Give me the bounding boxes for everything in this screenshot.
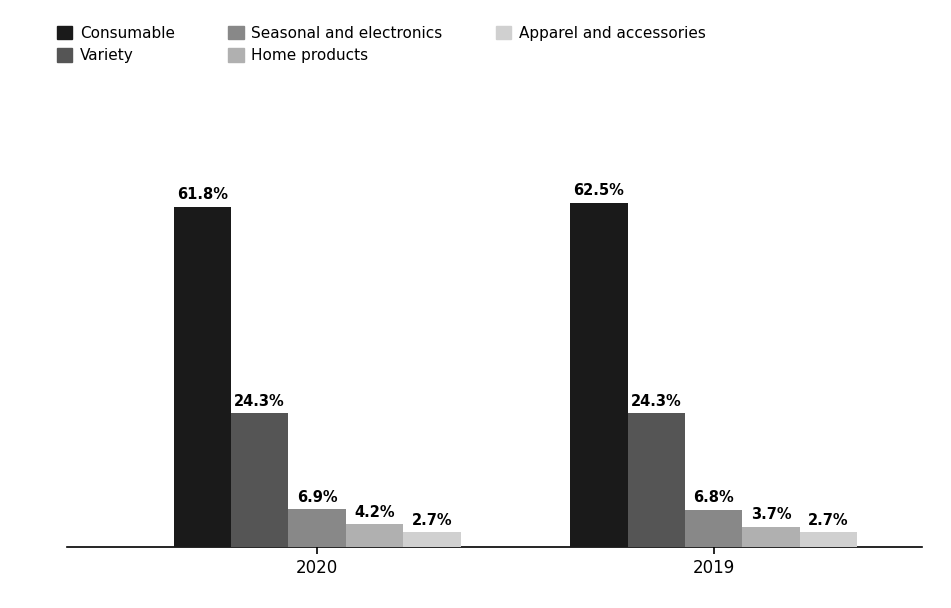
Text: 3.7%: 3.7% (750, 508, 791, 522)
Legend: Consumable, Variety, Seasonal and electronics, Home products, Apparel and access: Consumable, Variety, Seasonal and electr… (57, 26, 706, 63)
Text: 6.8%: 6.8% (693, 490, 734, 505)
Bar (743, 527, 800, 547)
Text: 2.7%: 2.7% (808, 513, 849, 528)
Bar (174, 207, 231, 547)
Bar (403, 533, 460, 547)
Bar (288, 509, 346, 547)
Text: 61.8%: 61.8% (177, 187, 227, 202)
Bar (346, 524, 403, 547)
Text: 62.5%: 62.5% (573, 183, 625, 198)
Bar (571, 202, 628, 547)
Text: 6.9%: 6.9% (297, 490, 338, 505)
Bar (231, 413, 288, 547)
Text: 2.7%: 2.7% (412, 513, 453, 528)
Bar (628, 413, 685, 547)
Text: 4.2%: 4.2% (354, 505, 395, 520)
Bar (800, 533, 857, 547)
Bar (685, 510, 743, 547)
Text: 24.3%: 24.3% (631, 394, 682, 409)
Text: 24.3%: 24.3% (234, 394, 285, 409)
